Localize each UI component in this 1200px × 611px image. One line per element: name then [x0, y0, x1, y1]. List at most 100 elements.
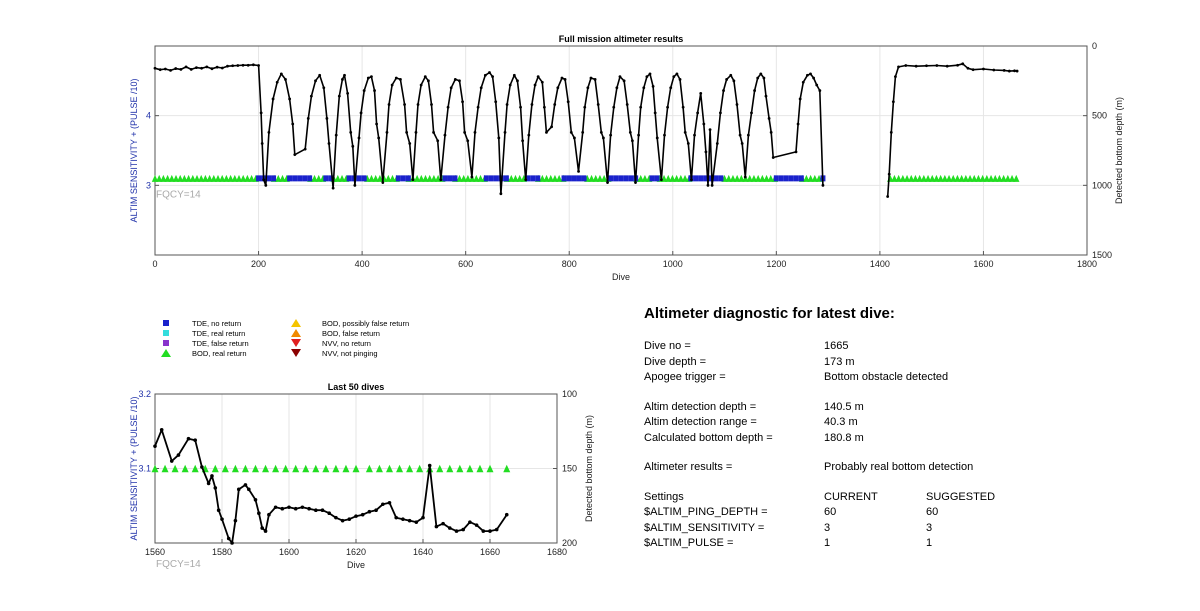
apogee-row: Apogee trigger = Bottom obstacle detecte… — [644, 371, 995, 387]
bod-real-return-marker — [446, 464, 454, 473]
x-tick-label: 0 — [152, 259, 157, 269]
tde-no-return-marker — [576, 175, 582, 182]
bod-real-return-marker — [416, 464, 424, 473]
bod-real-return-marker — [227, 174, 234, 182]
tde-no-return-marker — [561, 175, 567, 182]
x-tick-label: 1660 — [480, 547, 500, 557]
bod-real-return-marker — [177, 174, 184, 182]
bottom-depth-point — [992, 68, 996, 72]
bottom-depth-point — [247, 487, 251, 492]
bottom-depth-point — [210, 67, 214, 71]
tde-no-return-marker — [783, 175, 789, 182]
bottom-depth-point — [419, 83, 423, 87]
bottom-depth-point — [176, 453, 181, 457]
bod-real-return-marker — [733, 174, 741, 182]
bod-real-return-marker — [231, 174, 238, 182]
bottom-depth-point — [521, 139, 525, 143]
bottom-depth-point — [651, 85, 655, 88]
bottom-depth-point — [809, 72, 812, 76]
bottom-depth-point — [886, 195, 890, 198]
bottom-depth-point — [550, 125, 554, 129]
bod-real-return-marker — [486, 464, 494, 473]
bod-real-return-marker — [160, 174, 167, 182]
bod-real-return-marker — [223, 174, 230, 182]
bod-real-return-marker — [332, 464, 340, 473]
bod-real-return-marker — [375, 464, 383, 473]
bod-real-return-marker — [912, 174, 919, 182]
bottom-depth-point — [200, 66, 204, 70]
bottom-depth-point — [448, 526, 452, 530]
bottom-depth-point — [458, 79, 461, 83]
calc-bottom-label: Calculated bottom depth = — [644, 431, 773, 444]
bottom-depth-point — [715, 142, 719, 145]
bod-real-return-marker — [746, 174, 753, 182]
bottom-depth-point — [556, 86, 560, 90]
bottom-depth-point — [220, 66, 224, 70]
bottom-depth-point — [678, 78, 682, 81]
bottom-depth-point — [347, 517, 352, 521]
bottom-depth-point — [288, 97, 292, 101]
tde-no-return-marker — [256, 175, 262, 182]
bod-real-return-marker — [193, 174, 201, 182]
bod-real-return-marker — [966, 174, 974, 182]
bottom-depth-point — [753, 89, 756, 92]
bottom-depth-point — [732, 79, 736, 83]
bottom-depth-point — [806, 73, 809, 77]
bottom-depth-point — [630, 139, 634, 143]
dive-no-value: 1665 — [824, 340, 849, 352]
bottom-depth-point — [488, 529, 492, 533]
bod-real-return-marker — [516, 174, 523, 182]
bod-real-return-marker — [763, 174, 770, 182]
bod-real-return-marker — [279, 174, 286, 182]
bod-real-return-marker — [436, 464, 444, 473]
tde-no-return-marker — [718, 175, 724, 182]
tde-no-return-marker — [452, 175, 458, 182]
diagnostic-title: Altimeter diagnostic for latest dive: — [644, 305, 895, 322]
bod-real-return-marker — [315, 174, 322, 182]
bottom-depth-point — [767, 117, 771, 120]
bottom-depth-point — [491, 75, 494, 79]
bottom-depth-point — [466, 139, 470, 143]
bottom-depth-point — [443, 133, 447, 137]
legend-label: TDE, real return — [192, 328, 246, 338]
bottom-depth-point — [710, 183, 714, 187]
tde-no-return-marker — [693, 175, 699, 182]
tde-no-return-marker — [323, 175, 329, 182]
bod-real-return-marker — [512, 174, 519, 182]
bod-real-return-marker — [895, 174, 902, 182]
y-right-axis-label: Detected bottom depth (m) — [1114, 97, 1124, 204]
bod-real-return-marker — [811, 174, 819, 182]
bottom-depth-point — [675, 72, 679, 76]
bottom-depth-point — [159, 427, 164, 432]
detect-depth-row: Altim detection depth = 140.5 m — [644, 401, 995, 417]
bottom-depth-point — [414, 520, 419, 524]
bottom-depth-point — [764, 94, 768, 98]
tde-no-return-marker — [623, 175, 629, 182]
bottom-depth-point — [738, 133, 742, 137]
bottom-depth-point — [1002, 68, 1006, 72]
bod-real-return-marker — [151, 464, 159, 473]
bottom-depth-point — [331, 186, 335, 190]
bottom-depth-point — [403, 103, 406, 106]
detect-depth-label: Altim detection depth = — [644, 400, 757, 413]
bottom-depth-point — [508, 83, 512, 87]
bottom-depth-point — [241, 63, 245, 67]
bottom-depth-point — [200, 465, 204, 469]
bod-real-return-marker — [418, 174, 425, 182]
bottom-depth-point — [251, 63, 255, 67]
tde-no-return-marker — [297, 175, 303, 182]
bottom-depth-point — [300, 505, 305, 510]
tde-no-return-marker — [608, 175, 614, 182]
legend-item: BOD, false return — [290, 327, 380, 339]
y-left-axis-label: ALTIM SENSITIVITY + (PULSE /10) — [129, 79, 139, 223]
bottom-depth-point — [394, 515, 399, 520]
bottom-depth-point — [293, 506, 298, 511]
x-tick-label: 1600 — [973, 259, 993, 269]
bottom-depth-point — [307, 506, 311, 511]
bod-real-return-marker — [588, 174, 595, 182]
tde-no-return-marker — [654, 175, 660, 182]
bottom-depth-point — [971, 68, 975, 72]
tde-no-return-marker — [703, 175, 709, 182]
tde-no-return-marker — [356, 175, 362, 182]
bottom-depth-point — [735, 103, 739, 106]
